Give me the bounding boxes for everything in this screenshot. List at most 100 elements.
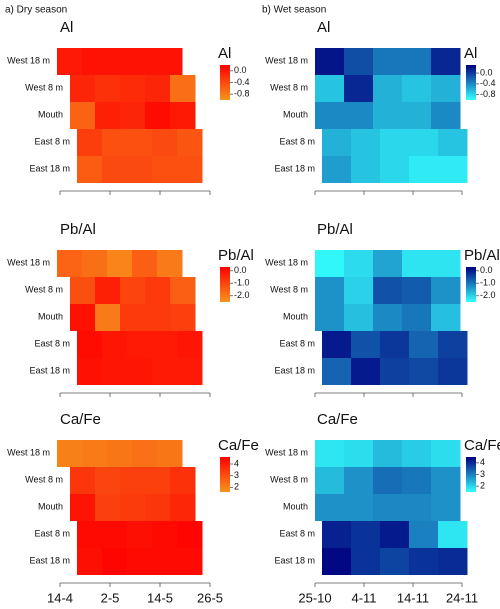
heat-cell [344, 467, 374, 494]
heat-cell [145, 75, 171, 102]
chart-title: Pb/Al [317, 221, 353, 238]
row-label: West 8 m [270, 474, 308, 484]
heat-cell [380, 521, 410, 548]
row-label: East 18 m [29, 163, 70, 173]
heat-cell [351, 358, 381, 385]
heat-cell [145, 304, 171, 331]
row-label: Mouth [283, 109, 308, 119]
heat-cell [402, 102, 432, 129]
heat-cell [57, 440, 83, 467]
heat-cell [77, 358, 103, 385]
heat-cell [95, 277, 121, 304]
heat-cell [315, 440, 345, 467]
row-label: Mouth [38, 501, 63, 511]
heat-cell [95, 102, 121, 129]
heat-cell [438, 129, 468, 156]
colorbar-tick-label: 3 [234, 470, 239, 480]
row-label: Mouth [38, 109, 63, 119]
row-label: East 18 m [274, 555, 315, 565]
colorbar-tick-label: 4 [480, 457, 485, 467]
heat-cell [152, 358, 178, 385]
heat-cell [315, 250, 345, 277]
colorbar-tick-label: -2.0 [480, 290, 496, 300]
heat-cell [102, 548, 128, 575]
colorbar [466, 65, 476, 100]
heat-cell [344, 440, 374, 467]
heat-cell [344, 75, 374, 102]
heat-cell [57, 48, 83, 75]
heat-cell [127, 156, 153, 183]
heat-cell [322, 129, 352, 156]
x-tick-label: 14-11 [397, 590, 429, 605]
heat-cell [77, 156, 103, 183]
heat-cell [373, 440, 403, 467]
row-label: Mouth [283, 501, 308, 511]
heat-cell [373, 494, 403, 521]
colorbar-label: Pb/Al [218, 247, 254, 264]
heat-cell [322, 331, 352, 358]
heat-cell [70, 304, 96, 331]
heat-cell [157, 440, 183, 467]
heat-cell [402, 277, 432, 304]
colorbar-tick-label: -1.0 [480, 278, 496, 288]
heat-cell [402, 440, 432, 467]
heat-cell [431, 250, 461, 277]
row-label: West 18 m [265, 257, 308, 267]
heat-cell [409, 156, 439, 183]
heat-cell [380, 358, 410, 385]
row-label: West 18 m [7, 55, 50, 65]
colorbar-label: Ca/Fe [464, 437, 500, 454]
chart-title: Al [317, 19, 330, 36]
heat-cell [170, 467, 196, 494]
heat-cell [132, 250, 158, 277]
row-label: East 8 m [34, 338, 70, 348]
row-label: West 18 m [7, 447, 50, 457]
heat-cell [70, 467, 96, 494]
heat-cell [70, 75, 96, 102]
heat-cell [438, 358, 468, 385]
row-label: West 8 m [270, 284, 308, 294]
heat-cell [431, 102, 461, 129]
heat-cell [431, 304, 461, 331]
heat-cell [107, 48, 133, 75]
x-tick-label: 14-5 [147, 590, 173, 605]
heat-cell [82, 250, 108, 277]
heat-cell [344, 494, 374, 521]
chart-title: Pb/Al [60, 221, 96, 238]
row-label: West 18 m [265, 55, 308, 65]
heat-cell [152, 156, 178, 183]
heat-cell [409, 358, 439, 385]
colorbar [220, 457, 230, 492]
colorbar-tick-label: -1.0 [234, 278, 250, 288]
heat-cell [380, 156, 410, 183]
heat-cell [438, 521, 468, 548]
heat-cell [344, 277, 374, 304]
row-label: Mouth [283, 311, 308, 321]
heat-cell [373, 467, 403, 494]
heat-cell [322, 156, 352, 183]
heat-cell [127, 129, 153, 156]
colorbar-tick-label: 0.0 [234, 265, 247, 275]
row-label: West 8 m [25, 284, 63, 294]
heat-cell [127, 548, 153, 575]
heat-cell [102, 129, 128, 156]
heat-cell [344, 304, 374, 331]
heat-cell [409, 129, 439, 156]
heat-cell [409, 331, 439, 358]
heat-cell [351, 331, 381, 358]
heat-cell [102, 156, 128, 183]
heat-cell [373, 250, 403, 277]
heat-cell [380, 548, 410, 575]
row-label: East 8 m [279, 338, 315, 348]
heat-cell [145, 494, 171, 521]
heat-cell [351, 548, 381, 575]
colorbar-tick-label: 0.0 [480, 67, 493, 77]
heat-cell [373, 102, 403, 129]
heat-cell [315, 467, 345, 494]
heat-cell [95, 75, 121, 102]
heat-cell [102, 358, 128, 385]
heat-cell [170, 75, 196, 102]
heat-cell [402, 304, 432, 331]
heat-cell [107, 440, 133, 467]
heat-cell [120, 75, 146, 102]
